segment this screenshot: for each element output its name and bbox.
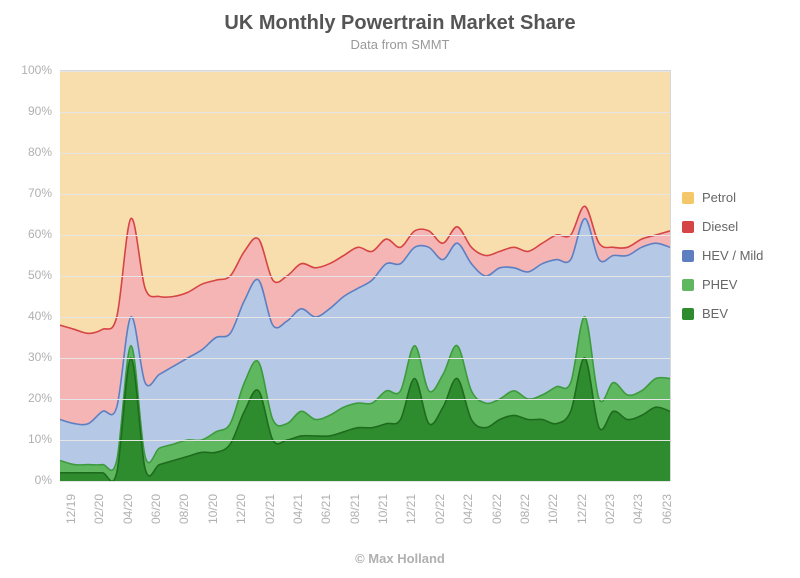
legend-label: HEV / Mild — [702, 248, 763, 263]
legend-swatch — [682, 250, 694, 262]
gridline — [60, 317, 670, 318]
legend-item: HEV / Mild — [682, 248, 763, 263]
gridline — [60, 71, 670, 72]
y-tick-label: 50% — [0, 268, 52, 282]
legend-item: Diesel — [682, 219, 763, 234]
x-tick-label: 04/20 — [121, 494, 135, 524]
y-tick-label: 20% — [0, 391, 52, 405]
y-tick-label: 60% — [0, 227, 52, 241]
gridline — [60, 399, 670, 400]
x-tick-label: 08/22 — [518, 494, 532, 524]
legend-label: PHEV — [702, 277, 737, 292]
chart-title: UK Monthly Powertrain Market Share — [0, 0, 800, 35]
y-tick-label: 0% — [0, 473, 52, 487]
legend-item: PHEV — [682, 277, 763, 292]
x-tick-label: 04/22 — [461, 494, 475, 524]
legend-item: Petrol — [682, 190, 763, 205]
copyright-text: © Max Holland — [0, 551, 800, 566]
x-tick-label: 06/20 — [149, 494, 163, 524]
x-tick-label: 10/20 — [206, 494, 220, 524]
x-tick-label: 06/23 — [660, 494, 674, 524]
legend: Petrol Diesel HEV / Mild PHEV BEV — [682, 190, 763, 335]
x-tick-label: 08/20 — [177, 494, 191, 524]
x-tick-label: 02/20 — [92, 494, 106, 524]
legend-swatch — [682, 221, 694, 233]
gridline — [60, 440, 670, 441]
legend-label: BEV — [702, 306, 728, 321]
chart-container: UK Monthly Powertrain Market Share Data … — [0, 0, 800, 578]
plot-area — [60, 70, 671, 481]
legend-label: Diesel — [702, 219, 738, 234]
y-tick-label: 90% — [0, 104, 52, 118]
legend-item: BEV — [682, 306, 763, 321]
gridline — [60, 276, 670, 277]
x-tick-label: 12/22 — [575, 494, 589, 524]
gridline — [60, 153, 670, 154]
x-tick-label: 12/21 — [404, 494, 418, 524]
x-tick-label: 06/22 — [490, 494, 504, 524]
gridline — [60, 112, 670, 113]
legend-label: Petrol — [702, 190, 736, 205]
y-tick-label: 100% — [0, 63, 52, 77]
x-tick-label: 06/21 — [319, 494, 333, 524]
x-tick-label: 08/21 — [348, 494, 362, 524]
x-tick-label: 04/21 — [291, 494, 305, 524]
x-tick-label: 10/21 — [376, 494, 390, 524]
legend-swatch — [682, 192, 694, 204]
x-tick-label: 10/22 — [546, 494, 560, 524]
x-tick-label: 12/20 — [234, 494, 248, 524]
x-tick-label: 02/21 — [263, 494, 277, 524]
y-tick-label: 30% — [0, 350, 52, 364]
gridline — [60, 358, 670, 359]
y-tick-label: 70% — [0, 186, 52, 200]
x-tick-label: 02/23 — [603, 494, 617, 524]
legend-swatch — [682, 308, 694, 320]
gridline — [60, 235, 670, 236]
y-tick-label: 10% — [0, 432, 52, 446]
gridline — [60, 194, 670, 195]
chart-subtitle: Data from SMMT — [0, 37, 800, 52]
x-tick-label: 12/19 — [64, 494, 78, 524]
x-tick-label: 02/22 — [433, 494, 447, 524]
y-tick-label: 80% — [0, 145, 52, 159]
x-tick-label: 04/23 — [631, 494, 645, 524]
legend-swatch — [682, 279, 694, 291]
gridline — [60, 481, 670, 482]
y-tick-label: 40% — [0, 309, 52, 323]
